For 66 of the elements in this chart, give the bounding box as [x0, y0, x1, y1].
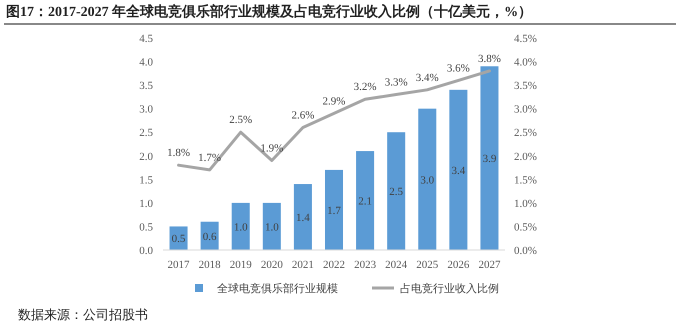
y2-tick-label: 3.5% — [514, 80, 537, 92]
data-label: 1.0 — [264, 221, 280, 234]
bar — [262, 202, 281, 250]
y2-tick-label: 0.0% — [514, 245, 537, 257]
x-tick-label: 2025 — [416, 259, 439, 271]
x-tick-label: 2018 — [198, 259, 222, 271]
legend-label: 占电竞行业收入比例 — [400, 282, 499, 295]
y-tick-label: 4.5 — [139, 33, 154, 45]
y-tick-label: 0.0 — [139, 245, 154, 257]
data-label: 1.0 — [234, 221, 248, 234]
x-tick-label: 2027 — [478, 259, 501, 271]
y2-tick-label: 1.0% — [514, 198, 537, 210]
x-tick-label: 2020 — [260, 259, 284, 271]
data-label: 1.4 — [296, 212, 310, 224]
data-label: 2.9% — [322, 95, 346, 108]
bar — [324, 170, 344, 250]
bar — [387, 132, 406, 250]
data-label: 3.4% — [416, 72, 439, 84]
data-label: 0.6 — [202, 230, 218, 243]
bar — [480, 66, 498, 250]
y2-tick-label: 2.5% — [514, 127, 537, 140]
data-label: 2.1 — [358, 196, 372, 208]
bar — [232, 202, 250, 250]
source-note: 数据来源：公司招股书 — [18, 307, 148, 322]
y-tick-label: 4.0 — [139, 56, 154, 69]
data-label: 3.3% — [384, 76, 408, 89]
data-label: 3.4 — [451, 164, 466, 177]
y-tick-label: 3.5 — [139, 80, 154, 92]
y2-tick-label: 4.0% — [514, 56, 537, 69]
y-tick-label: 0.5 — [139, 221, 154, 234]
data-label: 0.5 — [172, 233, 186, 246]
y-tick-label: 2.0 — [139, 150, 154, 163]
y2-tick-label: 4.5% — [514, 33, 537, 45]
x-tick-label: 2023 — [354, 259, 377, 271]
bar — [449, 90, 468, 250]
y-tick-label: 1.0 — [139, 198, 154, 210]
x-tick-label: 2019 — [230, 259, 252, 271]
y2-tick-label: 2.0% — [514, 150, 537, 163]
x-tick-label: 2026 — [447, 259, 470, 271]
data-label: 2.6% — [291, 110, 314, 122]
data-label: 3.0 — [420, 174, 435, 186]
x-tick-label: 2021 — [292, 259, 314, 271]
data-label: 3.6% — [446, 62, 470, 74]
data-label: 1.7% — [198, 152, 222, 164]
y-tick-label: 1.5 — [139, 174, 154, 186]
bar — [418, 108, 436, 250]
data-label: 2.5% — [229, 114, 252, 126]
data-label: 1.9% — [260, 142, 284, 154]
data-label: 3.9 — [482, 153, 497, 166]
x-tick-label: 2022 — [323, 259, 345, 271]
bar — [294, 184, 312, 250]
data-label: 1.7 — [327, 204, 342, 217]
data-label: 3.2% — [354, 81, 377, 94]
y2-tick-label: 3.0% — [514, 104, 537, 116]
data-label: 3.8% — [478, 52, 501, 65]
x-tick-label: 2024 — [385, 259, 408, 271]
y-tick-label: 3.0 — [139, 104, 154, 116]
x-tick-label: 2017 — [168, 259, 190, 271]
y-tick-label: 2.5 — [139, 127, 154, 140]
y2-tick-label: 1.5% — [514, 174, 537, 186]
bar — [356, 151, 374, 250]
data-label: 2.5 — [389, 186, 404, 198]
y2-tick-label: 0.5% — [514, 221, 537, 234]
data-label: 1.8% — [167, 147, 190, 160]
chart-title: 图17：2017-2027 年全球电竞俱乐部行业规模及占电竞行业收入比例（十亿美元，%） — [6, 3, 532, 20]
legend-label: 全球电竞俱乐部行业规模 — [217, 282, 338, 295]
